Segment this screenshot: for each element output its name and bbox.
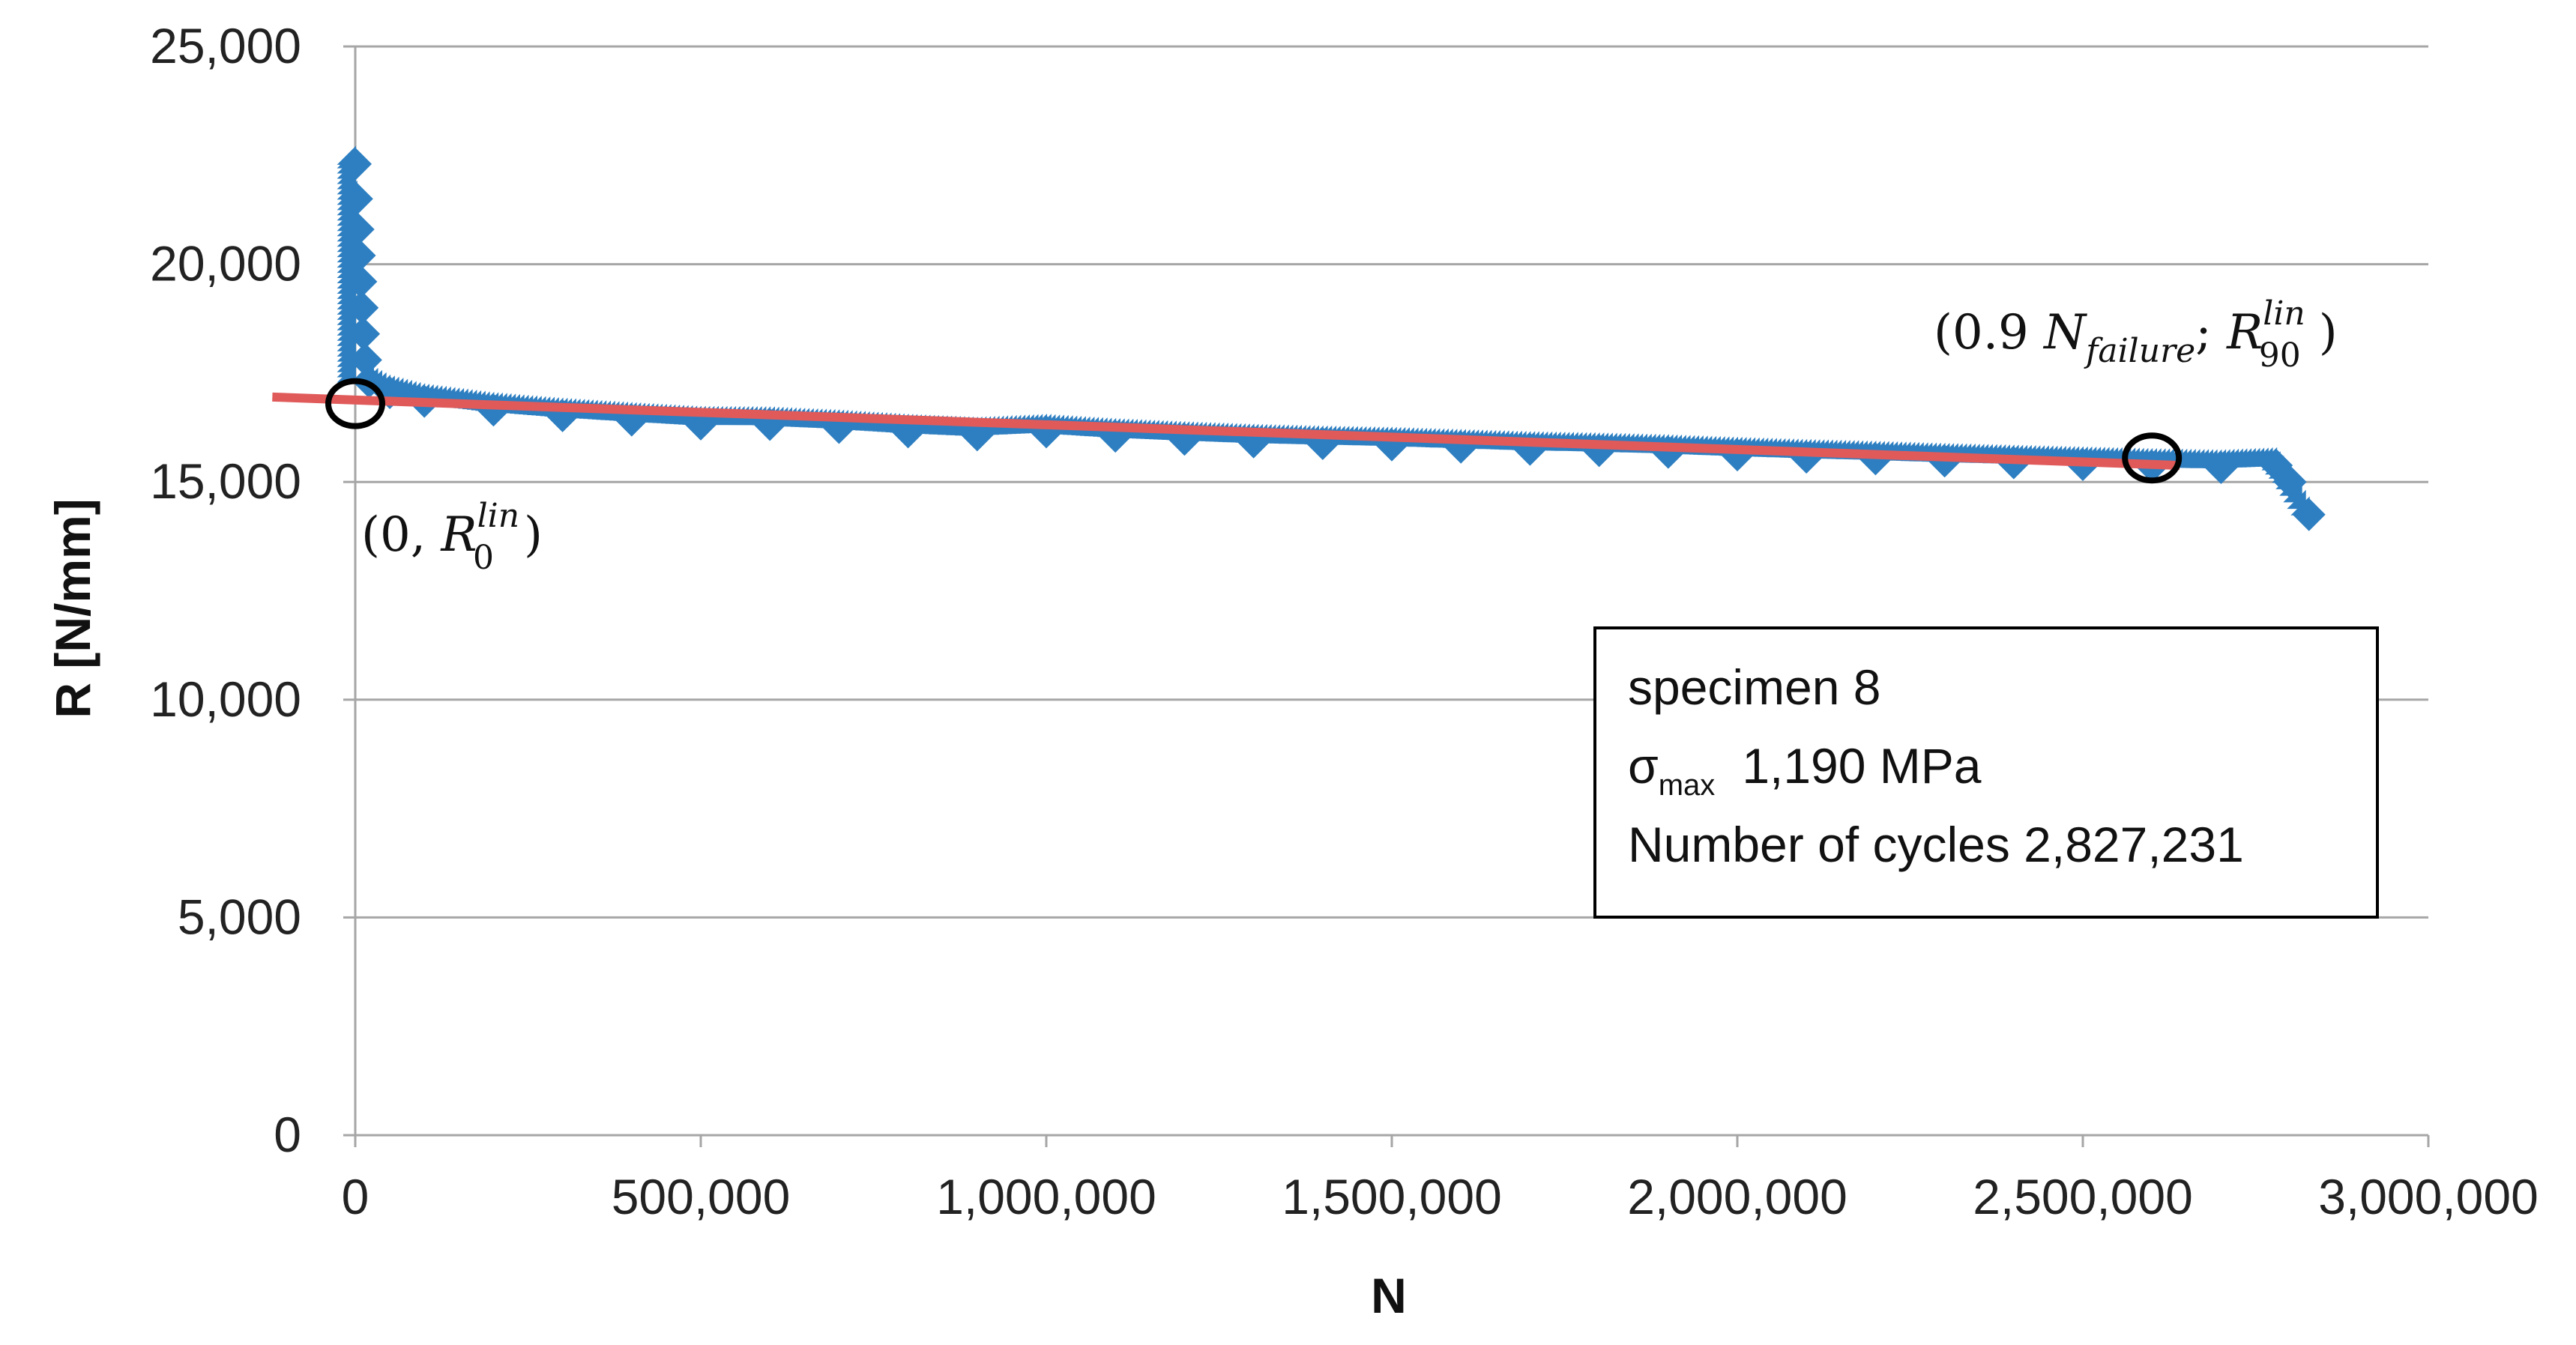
annotation-r90-open: (0.9 — [1934, 305, 2044, 360]
y-axis-title: R [N/mm] — [45, 498, 100, 718]
data-point — [339, 147, 372, 181]
y-tick-label: 10,000 — [150, 671, 301, 727]
data-point — [340, 182, 373, 216]
data-point — [344, 265, 378, 298]
info-specimen: specimen 8 — [1628, 659, 1881, 715]
y-tick-label: 5,000 — [178, 889, 301, 944]
y-tick-labels: 0 5,000 10,000 15,000 20,000 25,000 — [150, 18, 301, 1162]
highlight-circle-1 — [2122, 432, 2183, 484]
annotation-r0-close: ) — [524, 507, 543, 563]
info-box: specimen 8 σmax 1,190 MPa Number of cycle… — [1593, 626, 2379, 919]
annotation-r0-symbol: R — [440, 507, 477, 563]
annotation-r0-sup: lin — [477, 497, 519, 535]
data-point — [2292, 498, 2326, 531]
y-tick-label: 0 — [274, 1107, 301, 1162]
annotation-r90-nsub: failure — [2084, 332, 2195, 370]
axes — [343, 45, 2430, 1147]
annotation-r0: (0, Rlin 0) — [361, 497, 543, 577]
annotation-r90-sep: ; — [2195, 305, 2227, 360]
annotation-r90-symbol: R — [2226, 305, 2263, 360]
data-point — [2204, 451, 2238, 485]
x-tick-label: 2,000,000 — [1627, 1169, 1847, 1224]
annotation-r90-n: N — [2042, 305, 2087, 360]
y-tick-label: 15,000 — [150, 453, 301, 509]
x-tick-label: 1,500,000 — [1282, 1169, 1502, 1224]
annotation-r90: (0.9 Nfailure; Rlin 90) — [1934, 294, 2338, 375]
info-sigma-sub: max — [1659, 769, 1716, 802]
x-tick-labels: 0 500,000 1,000,000 1,500,000 2,000,000 2,500… — [342, 1169, 2539, 1224]
y-tick-label: 20,000 — [150, 236, 301, 291]
annotation-r0-open: (0, — [361, 507, 441, 563]
data-point — [349, 343, 382, 377]
x-tick-label: 1,000,000 — [936, 1169, 1156, 1224]
info-sigma-value: 1,190 MPa — [1742, 738, 1981, 794]
annotation-r0-sub: 0 — [473, 539, 494, 577]
x-tick-label: 500,000 — [612, 1169, 791, 1224]
data-point — [343, 238, 376, 272]
info-sigma-symbol: σ — [1628, 738, 1659, 794]
x-tick-label: 2,500,000 — [1973, 1169, 2193, 1224]
x-axis-title: N — [1371, 1268, 1407, 1323]
info-sigma: σmax 1,190 MPa — [1628, 738, 1982, 802]
annotation-r90-sup: lin — [2263, 294, 2305, 333]
info-box-border — [1593, 626, 2379, 919]
annotation-r90-close: ) — [2319, 305, 2338, 360]
x-tick-label: 0 — [342, 1169, 369, 1224]
highlight-circle-0 — [325, 378, 385, 429]
data-point — [341, 213, 375, 247]
x-tick-label: 3,000,000 — [2318, 1169, 2539, 1224]
trend-line-segment — [272, 392, 2180, 471]
data-point — [2273, 465, 2307, 499]
trend-line — [272, 392, 2180, 471]
data-point — [347, 317, 381, 351]
y-tick-label: 25,000 — [150, 18, 301, 73]
info-cycles: Number of cycles 2,827,231 — [1628, 817, 2244, 872]
data-point — [346, 291, 379, 324]
annotation-r90-sub: 90 — [2259, 336, 2301, 375]
highlight-markers — [325, 378, 2183, 484]
